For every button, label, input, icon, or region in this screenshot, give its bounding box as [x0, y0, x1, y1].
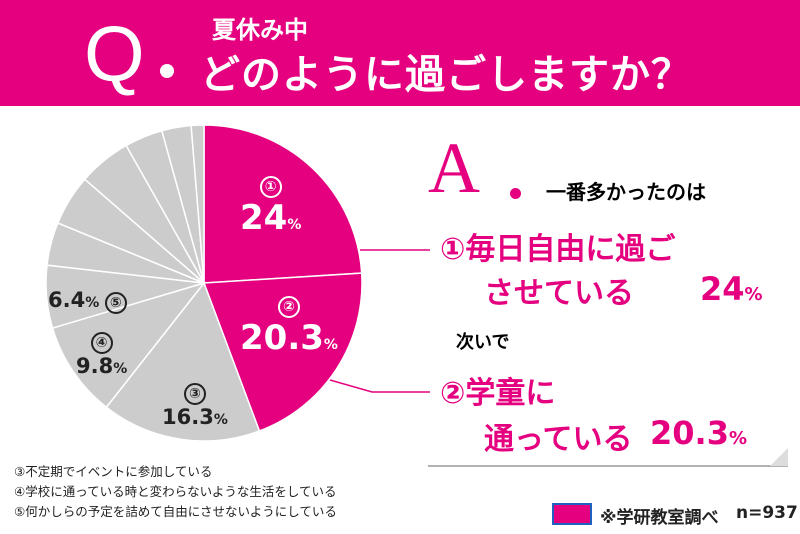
second-answer-line1: ②学童に — [440, 376, 556, 411]
legend-item-5: ⑤何かしらの予定を詰めて自由にさせないようにしている — [14, 504, 337, 519]
gakken-logo — [552, 503, 592, 525]
first-answer-line1: ①毎日自由に過ご — [440, 232, 676, 267]
page-curl — [770, 448, 788, 466]
source-note: ※学研教室調べ — [600, 508, 719, 528]
q-mark: Q — [84, 10, 145, 98]
q-dot — [160, 64, 174, 78]
question-subtitle: 夏休み中 — [212, 16, 308, 44]
legend: ③不定期でイベントに参加している ④学校に通っている時と変わらないような生活をし… — [14, 462, 337, 522]
pie-slice-2 — [202, 272, 363, 432]
pie-slice-3 — [105, 281, 261, 442]
a-dot — [510, 188, 521, 199]
question-title: どのように過ごしますか？ — [200, 52, 692, 98]
next-label: 次いで — [456, 332, 510, 353]
header-banner: Q 夏休み中 どのように過ごしますか？ — [0, 0, 800, 106]
answer-intro: 一番多かったのは — [546, 180, 706, 204]
pie-slice-4 — [51, 281, 207, 409]
pie-slice-11 — [190, 124, 205, 284]
second-answer-pct: 20.3% — [650, 414, 747, 452]
sample-size: n=937 — [736, 503, 798, 523]
slice-label-4: ④ 9.8% — [76, 332, 127, 378]
legend-item-4: ④学校に通っている時と変わらないような生活をしている — [14, 484, 337, 499]
a-mark: A — [428, 128, 480, 208]
leader-line-2 — [329, 379, 430, 393]
slice-label-5: 6.4% ⑤ — [48, 288, 127, 314]
first-answer-pct: 24% — [700, 270, 763, 308]
slice-label-2: ② 20.3% — [240, 296, 338, 358]
pie-slice-1 — [203, 124, 363, 284]
first-answer-line2: させている — [484, 276, 634, 311]
slice-label-1: ① 24% — [240, 176, 301, 238]
slice-label-3: ③ 16.3% — [162, 383, 228, 429]
second-answer-line2: 通っている — [484, 422, 633, 457]
legend-item-3: ③不定期でイベントに参加している — [14, 464, 213, 479]
